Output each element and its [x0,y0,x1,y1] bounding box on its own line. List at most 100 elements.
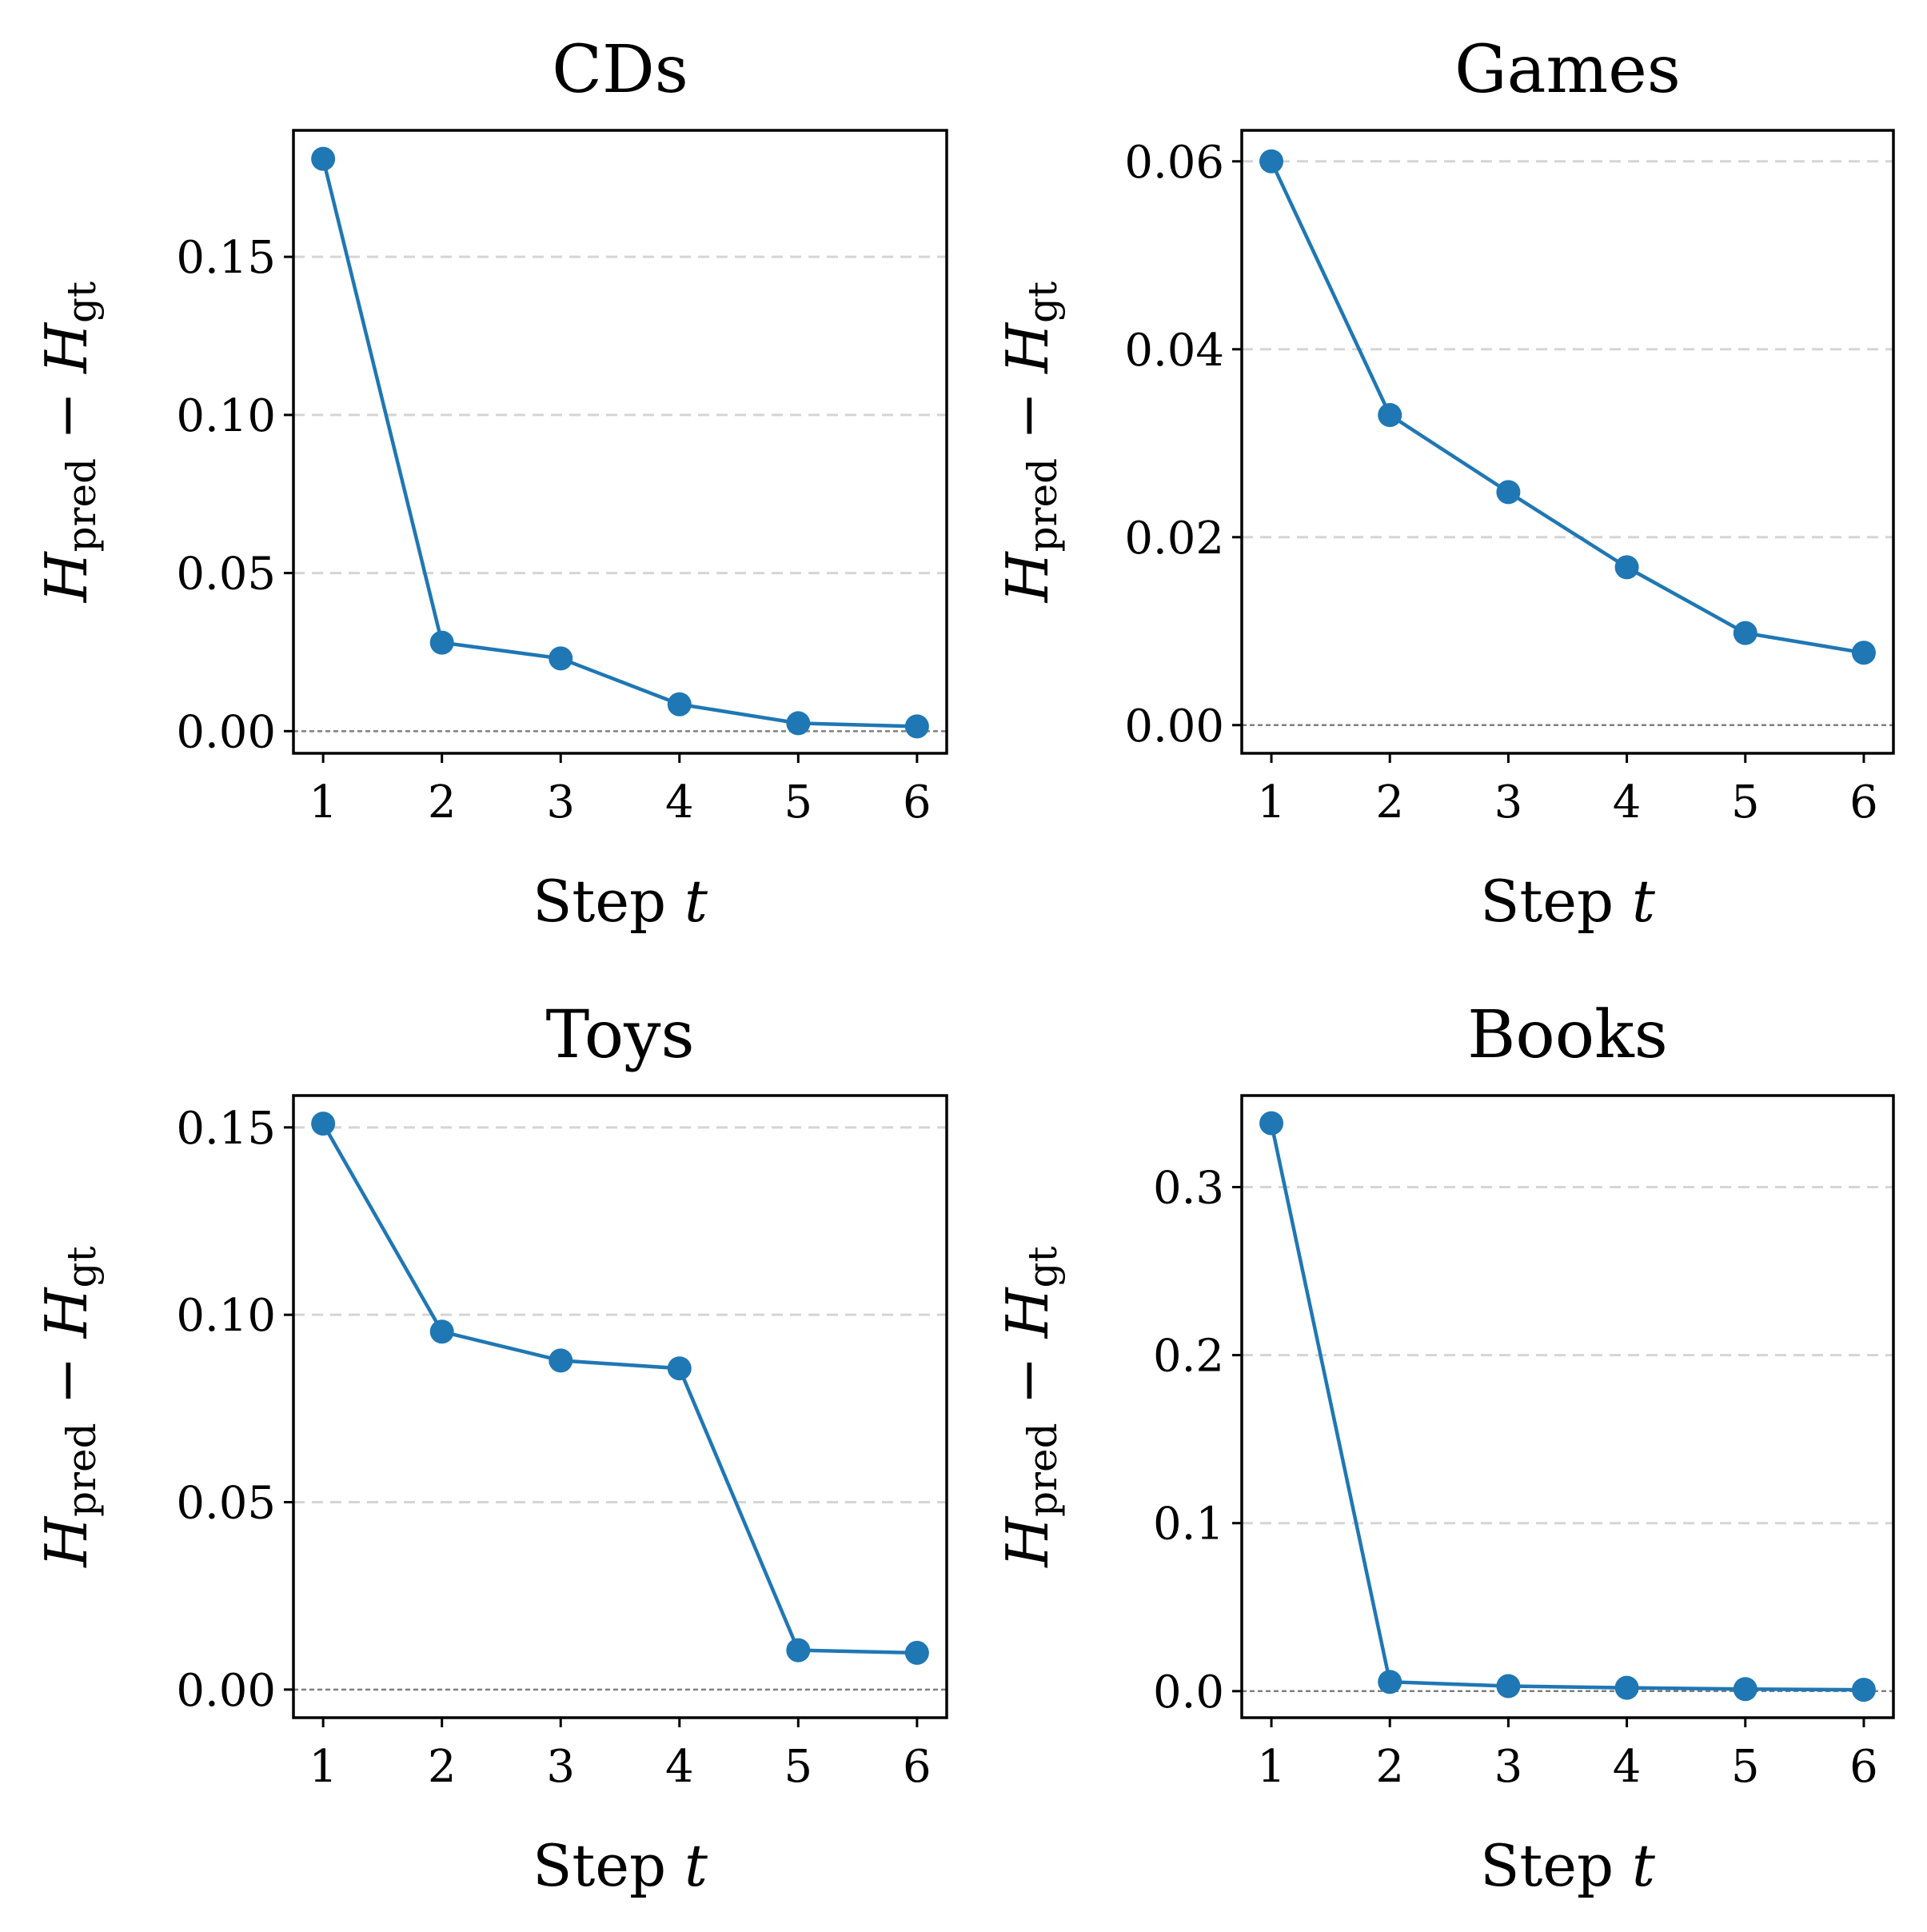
data-point [904,714,929,739]
y-axis-label-h2: H [33,1287,100,1339]
data-point [1733,621,1757,645]
y-tick-label: 0.06 [1124,137,1224,189]
data-point [1851,641,1876,665]
y-axis-label: Hpred − Hgt [33,281,105,604]
panel-title: Toys [545,997,694,1073]
x-axis-label: Step t [1480,1832,1656,1899]
panel-title: Games [1454,32,1681,108]
data-point [549,646,573,671]
x-axis-label-text: Step [1480,868,1632,935]
data-point [1259,1111,1284,1136]
x-tick-label: 6 [903,776,932,828]
y-axis-label-op: − [33,373,100,458]
data-point [429,1319,454,1344]
x-tick-label: 3 [1494,776,1523,828]
chart-panel-toys: 0.00 0.05 0.10 0.15 1 2 3 4 5 6 Toys Step t Hpred − … [33,997,948,1899]
y-tick-label: 0.3 [1153,1163,1224,1215]
x-tick-label: 3 [546,776,575,828]
data-point [311,146,336,171]
y-axis-label: Hpred − Hgt [994,1246,1066,1568]
y-axis-label-h1: H [994,1516,1061,1569]
series-line [321,1123,917,1655]
y-axis-label-op: − [994,373,1061,458]
x-tick-label: 5 [784,776,812,828]
data-point [1496,1674,1521,1698]
y-axis-label-sub2: gt [1019,1246,1066,1287]
x-tick-label: 4 [665,776,694,828]
panel-title: Books [1467,997,1668,1073]
y-axis-label-sub2: gt [58,1246,105,1287]
y-tick-label: 0.00 [176,1665,276,1717]
y-axis-label-h2: H [994,1287,1061,1339]
y-tick-label: 0.00 [176,706,276,758]
data-point [667,1356,692,1381]
y-axis-label-sub1: pred [1019,1423,1066,1517]
x-tick-label: 2 [428,776,457,828]
y-axis-label-h1: H [994,551,1061,604]
data-point [904,1640,929,1665]
y-axis-label: Hpred − Hgt [33,1246,105,1568]
y-tick-label: 0.10 [176,390,276,442]
y-axis-label-sub1: pred [1019,458,1066,553]
x-tick-label: 2 [428,1741,457,1793]
x-tick-label: 6 [1849,1741,1878,1793]
x-tick-label: 4 [1613,776,1642,828]
x-tick-label: 5 [1731,776,1760,828]
y-tick-label: 0.02 [1124,513,1224,565]
plot-frame [292,1094,948,1719]
x-tick-label: 4 [1613,1741,1642,1793]
y-axis-label-h2: H [33,322,100,375]
x-tick-label: 5 [784,1741,812,1793]
x-axis-label-variable: t [1632,868,1656,935]
x-tick-label: 6 [903,1741,932,1793]
data-point [549,1348,573,1373]
data-point [1733,1677,1757,1702]
x-tick-label: 4 [665,1741,694,1793]
y-tick-label: 0.05 [176,1478,276,1530]
y-axis-label-h2: H [994,322,1061,375]
x-axis-label-text: Step [533,1832,684,1899]
data-point [429,630,454,655]
y-tick-label: 0.15 [176,1103,276,1155]
y-tick-label: 0.0 [1153,1667,1224,1718]
chart-panel-games: 0.00 0.02 0.04 0.06 1 2 3 4 5 6 Games Step t Hpred −… [994,32,1895,935]
y-axis-label: Hpred − Hgt [994,281,1066,604]
data-point [786,1638,811,1663]
x-tick-label: 3 [546,1741,575,1793]
series-line [1269,160,1865,655]
y-tick-label: 0.2 [1153,1331,1224,1383]
x-axis-label-text: Step [1480,1832,1632,1899]
x-tick-label: 1 [309,1741,337,1793]
y-tick-label: 0.15 [176,232,276,284]
x-axis-label: Step t [533,868,708,935]
x-axis-label-text: Step [533,868,684,935]
data-point [1614,1675,1639,1700]
y-axis-label-sub2: gt [58,281,105,323]
x-tick-label: 6 [1849,776,1878,828]
y-axis-label-h1: H [33,1516,100,1569]
x-tick-label: 1 [1257,776,1286,828]
plot-frame [1240,1094,1895,1719]
data-point [1614,555,1639,580]
x-tick-label: 1 [309,776,337,828]
data-point [667,692,692,717]
data-point [311,1112,336,1136]
x-tick-label: 2 [1375,1741,1404,1793]
data-point [1851,1678,1876,1702]
series-line [321,158,917,728]
data-point [786,711,811,736]
x-tick-label: 1 [1257,1741,1286,1793]
panel-title: CDs [552,32,688,108]
y-tick-label: 0.1 [1153,1499,1224,1551]
chart-panel-books: 0.0 0.1 0.2 0.3 1 2 3 4 5 6 Books Step t Hpred − Hgt [994,997,1895,1899]
y-tick-label: 0.10 [176,1290,276,1342]
series-line [1269,1123,1865,1692]
plot-frame [1240,129,1895,755]
x-axis-label-variable: t [684,868,708,935]
data-point [1378,403,1402,428]
x-axis-label: Step t [533,1832,708,1899]
y-tick-label: 0.04 [1124,325,1224,377]
y-axis-label-sub2: gt [1019,281,1066,323]
x-tick-label: 3 [1494,1741,1523,1793]
